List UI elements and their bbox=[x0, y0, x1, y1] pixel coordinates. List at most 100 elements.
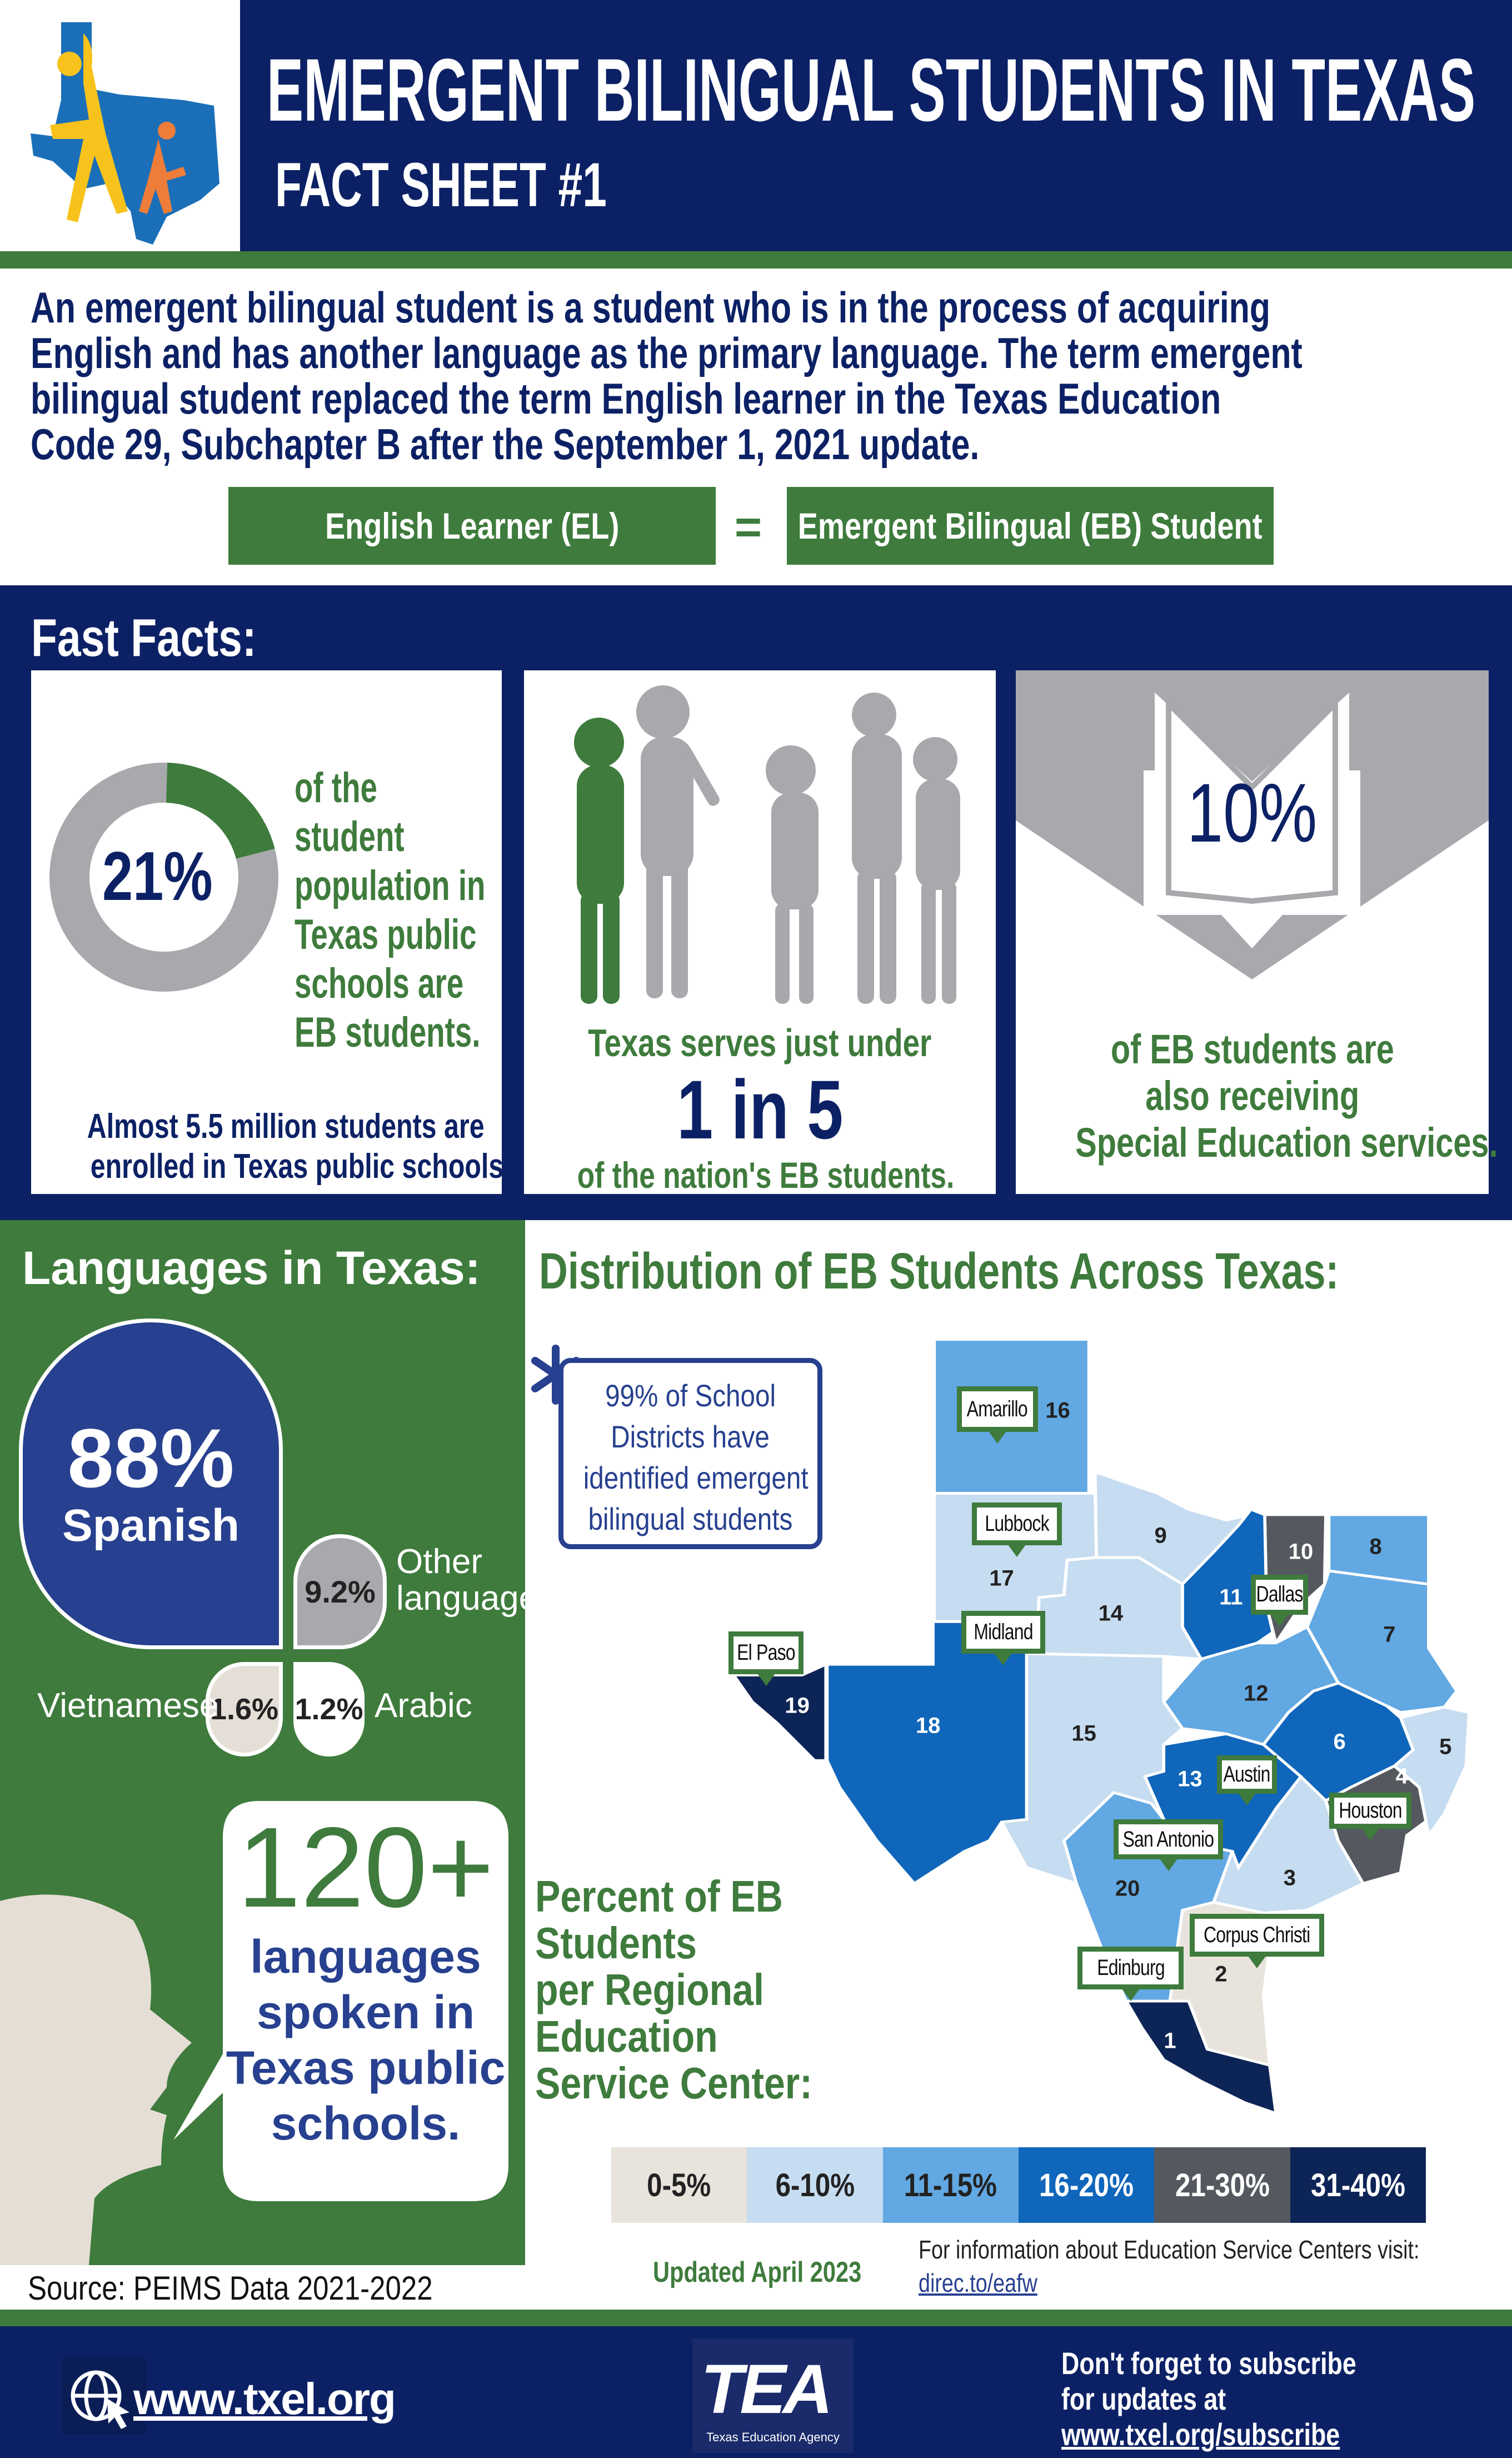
city-label: Amarillo bbox=[956, 1386, 1038, 1444]
text-line: Districts have bbox=[611, 1419, 770, 1454]
legend-label: 6-10% bbox=[775, 2167, 855, 2203]
languages-section: Languages in Texas: 88% Spanish 9.2% Oth… bbox=[0, 1220, 555, 2265]
text-line: Students bbox=[535, 1918, 697, 1968]
speaking-head-icon bbox=[0, 1801, 508, 2265]
arabic-label: Arabic bbox=[375, 1686, 472, 1725]
serves-text: Texas serves just under bbox=[588, 1021, 932, 1064]
texas-esc-map: 1 2 3 4 5 6 7 8 9 10 11 12 13 14 15 16 17 18 19 20 Amarillo L… bbox=[528, 1306, 1500, 2140]
text-line: population in bbox=[295, 862, 486, 909]
text-line: per Regional bbox=[535, 1965, 764, 2014]
region-number: 14 bbox=[1098, 1601, 1124, 1626]
enrollment-text: Almost 5.5 million students are enrolled… bbox=[31, 1107, 511, 1187]
shield-book-icon bbox=[1016, 670, 1489, 979]
city-name: Corpus Christi bbox=[1204, 1923, 1310, 1948]
globe-icon bbox=[63, 2357, 146, 2435]
subscribe-link[interactable]: www.txel.org/subscribe bbox=[1061, 2417, 1340, 2452]
spanish-percent: 88% bbox=[67, 1411, 234, 1505]
distribution-title: Distribution of EB Students Across Texas… bbox=[539, 1243, 1339, 1300]
region-number: 10 bbox=[1288, 1539, 1314, 1564]
fact-card-nation-share: Texas serves just under 1 in 5 of the na… bbox=[524, 670, 996, 1196]
vietnamese-bubble: 1.6% bbox=[206, 1662, 283, 1757]
esc-info-link[interactable]: direc.to/eafw bbox=[919, 2268, 1037, 2297]
city-name: Dallas bbox=[1256, 1582, 1304, 1607]
city-label: Lubbock bbox=[971, 1502, 1062, 1557]
city-name: Edinburg bbox=[1096, 1955, 1165, 1980]
fast-facts-title: Fast Facts: bbox=[31, 608, 257, 668]
text-line: languages bbox=[396, 1579, 556, 1618]
text-line: of EB students are bbox=[1110, 1026, 1394, 1072]
legend-label: 0-5% bbox=[647, 2167, 711, 2203]
text-line: Special Education services. bbox=[1075, 1119, 1498, 1166]
population-text: of the student population in Texas publi… bbox=[295, 764, 560, 1057]
city-name: El Paso bbox=[737, 1640, 795, 1665]
spanish-label: Spanish bbox=[62, 1500, 239, 1551]
region-number: 2 bbox=[1215, 1962, 1227, 1987]
english-learner-box: English Learner (EL) bbox=[228, 487, 716, 565]
equals-sign: = bbox=[735, 501, 762, 553]
region-number: 6 bbox=[1333, 1729, 1346, 1754]
region-number: 3 bbox=[1283, 1865, 1296, 1890]
region-19 bbox=[731, 1662, 828, 1762]
city-label: Houston bbox=[1329, 1793, 1411, 1841]
emergent-bilingual-box: Emergent Bilingual (EB) Student bbox=[787, 487, 1274, 565]
city-name: Austin bbox=[1223, 1762, 1271, 1787]
region-number: 11 bbox=[1219, 1585, 1243, 1610]
city-label: Corpus Christi bbox=[1190, 1914, 1324, 1969]
legend-item: 11-15% bbox=[882, 2147, 1019, 2223]
text-line: schools are bbox=[295, 960, 464, 1007]
intro-text-line: bilingual student replaced the term Engl… bbox=[31, 374, 1221, 423]
region-number: 19 bbox=[785, 1693, 810, 1718]
city-label: San Antonio bbox=[1114, 1819, 1223, 1872]
legend-item: 0-5% bbox=[611, 2147, 747, 2223]
emergent-bilingual-label: Emergent Bilingual (EB) Student bbox=[798, 505, 1263, 546]
legend-item: 31-40% bbox=[1290, 2147, 1426, 2223]
header-banner: EMERGENT BILINGUAL STUDENTS IN TEXAS FAC… bbox=[0, 0, 1512, 251]
region-number: 12 bbox=[1244, 1681, 1269, 1706]
region-number: 4 bbox=[1395, 1764, 1408, 1789]
donut-chart bbox=[49, 763, 278, 992]
districts-callout: 99% of School Districts have identified … bbox=[558, 1358, 822, 1549]
subscribe-text: Don't forget to subscribe for updates at… bbox=[1061, 2346, 1430, 2452]
vietnamese-label: Vietnamese bbox=[37, 1686, 219, 1725]
region-number: 16 bbox=[1045, 1398, 1070, 1422]
source-note: Source: PEIMS Data 2021-2022 bbox=[28, 2270, 433, 2307]
legend-item: 21-30% bbox=[1154, 2147, 1290, 2223]
city-name: San Antonio bbox=[1122, 1827, 1215, 1852]
text-line: Education bbox=[535, 2012, 718, 2061]
city-label: Austin bbox=[1216, 1755, 1278, 1806]
intro-text-line: Code 29, Subchapter B after the Septembe… bbox=[31, 420, 980, 469]
arabic-percent: 1.2% bbox=[295, 1693, 363, 1726]
text-line: Texas public bbox=[295, 911, 477, 958]
legend-label: 21-30% bbox=[1175, 2167, 1270, 2203]
percent-map-title: Percent of EB Students per Regional Educ… bbox=[535, 1873, 861, 2107]
region-7 bbox=[1305, 1569, 1459, 1714]
text-line: Service Center: bbox=[535, 2058, 812, 2108]
updated-date: Updated April 2023 bbox=[653, 2256, 862, 2288]
text-line: Don't forget to subscribe bbox=[1061, 2346, 1356, 2381]
region-number: 13 bbox=[1177, 1767, 1202, 1792]
city-label: El Paso bbox=[728, 1631, 804, 1686]
info-text: For information about Education Service … bbox=[919, 2235, 1420, 2264]
divider-stripe bbox=[0, 2310, 1512, 2326]
arabic-bubble: 1.2% bbox=[293, 1662, 365, 1757]
text-line: 99% of School bbox=[605, 1378, 776, 1413]
city-name: Amarillo bbox=[967, 1396, 1028, 1421]
spanish-bubble: 88% Spanish bbox=[19, 1318, 283, 1649]
txel-website-link[interactable]: www.txel.org bbox=[133, 2374, 396, 2424]
legend-item: 16-20% bbox=[1018, 2147, 1155, 2223]
text-line: enrolled in Texas public schools. bbox=[90, 1147, 511, 1186]
region-number: 17 bbox=[989, 1566, 1014, 1591]
nation-text: of the nation's EB students. bbox=[577, 1155, 955, 1196]
txel-logo bbox=[0, 0, 240, 251]
text-line: languages bbox=[250, 1930, 481, 1983]
special-ed-percent: 10% bbox=[1187, 766, 1318, 859]
tea-logo: TEA Texas Education Agency bbox=[692, 2338, 854, 2453]
intro-text-line: English and has another language as the … bbox=[31, 329, 1303, 377]
page-title: EMERGENT BILINGUAL STUDENTS IN TEXAS bbox=[267, 40, 1476, 140]
fact-card-population: 21% of the student population in Texas p… bbox=[31, 670, 511, 1194]
other-label: Other languages bbox=[396, 1544, 555, 1617]
one-in-five: 1 in 5 bbox=[676, 1063, 844, 1156]
text-line: EB students. bbox=[295, 1009, 481, 1056]
tea-logo-text: TEA bbox=[701, 2351, 833, 2428]
vietnamese-percent: 1.6% bbox=[209, 1693, 279, 1726]
